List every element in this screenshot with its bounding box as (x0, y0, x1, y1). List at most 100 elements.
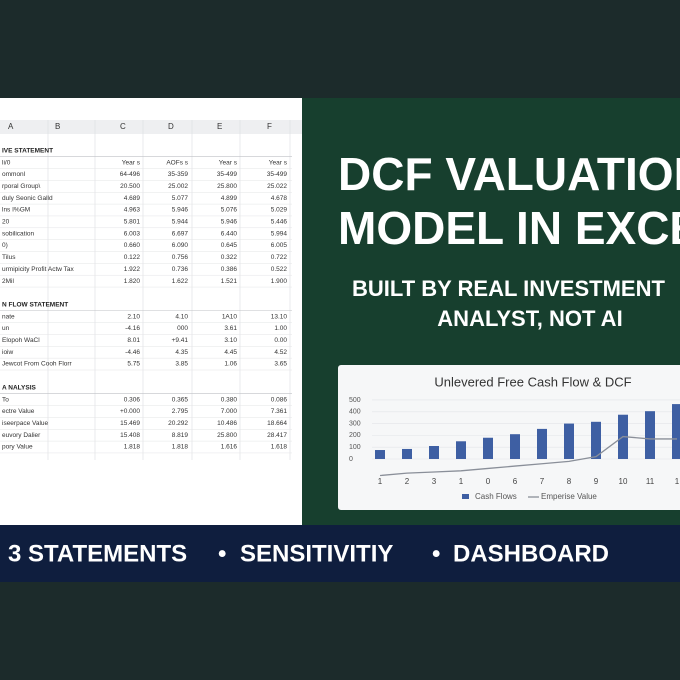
cell: 0.086 (271, 396, 288, 403)
cell: 25.022 (267, 183, 287, 190)
cell: 35-359 (168, 171, 189, 178)
x-tick-label: 10 (619, 477, 628, 486)
headline: MODEL IN EXCEL (338, 202, 680, 254)
cell: 4.678 (271, 195, 288, 202)
cell: 4.899 (221, 195, 238, 202)
cell: +9.41 (172, 337, 189, 344)
cell: 0.386 (221, 266, 238, 273)
cell: 64-496 (120, 171, 141, 178)
y-tick-label: 200 (349, 432, 361, 439)
cell: 3.65 (274, 361, 287, 368)
cell: 4.52 (274, 349, 287, 356)
cell: 5.446 (271, 219, 288, 226)
section-title: A NALYSIS (2, 384, 36, 391)
cell: 6.005 (271, 242, 288, 249)
row-label: 0) (2, 242, 8, 249)
y-tick-label: 0 (349, 456, 353, 463)
banner-item: SENSITIVITIY (240, 540, 393, 567)
bar (645, 411, 655, 459)
bar (429, 446, 439, 459)
bar (672, 404, 680, 459)
sheet-header (0, 120, 302, 134)
cell: 35-499 (217, 171, 238, 178)
cell: 13.10 (271, 313, 288, 320)
cell: 3.61 (224, 325, 237, 332)
banner (0, 525, 680, 582)
cell: 35-499 (267, 171, 288, 178)
cell: 7.361 (271, 408, 288, 415)
y-tick-label: 400 (349, 409, 361, 416)
cell: 0.522 (271, 266, 288, 273)
cell: Year s (269, 159, 288, 166)
cell: 0.645 (221, 242, 238, 249)
y-tick-label: 100 (349, 444, 361, 451)
x-tick-label: 1 (459, 477, 464, 486)
row-label: Jewcot From Cooh Florr (2, 361, 73, 368)
row-label: rporal Group\ (2, 183, 40, 190)
row-label: Tilus (2, 254, 16, 261)
banner-item: • (218, 540, 226, 567)
cell: 1.00 (274, 325, 287, 332)
cell: 5.076 (221, 207, 238, 214)
row-label: To (2, 396, 9, 403)
section-title: N FLOW STATEMENT (2, 301, 68, 308)
cell: 6.003 (124, 230, 141, 237)
cell: 25.800 (217, 183, 237, 190)
cell: 0.322 (221, 254, 238, 261)
cell: 1.618 (271, 444, 288, 451)
bar (510, 434, 520, 459)
cell: 1.622 (172, 278, 189, 285)
column-header: D (168, 122, 174, 131)
cell: 28.417 (267, 432, 287, 439)
cell: 6.090 (172, 242, 189, 249)
cell: 4.689 (124, 195, 141, 202)
cell: 10.486 (217, 420, 237, 427)
row-label: euvory Dalier (2, 432, 41, 439)
headline: DCF VALUATION (338, 148, 680, 200)
cell: 3.10 (224, 337, 237, 344)
x-tick-label: 6 (513, 477, 518, 486)
cell: 5.801 (124, 219, 141, 226)
cell: 8.819 (172, 432, 189, 439)
cell: 0.00 (274, 337, 287, 344)
cell: 5.946 (172, 207, 189, 214)
bar (402, 448, 412, 459)
cell: 1A10 (222, 313, 238, 320)
cell: 1.922 (124, 266, 141, 273)
line (379, 435, 677, 477)
row-label: pory Value (2, 444, 33, 451)
cell: 5.029 (271, 207, 288, 214)
row-label: duly Seonic Galld (2, 195, 53, 202)
cell: 4.35 (175, 349, 188, 356)
row-label: li/0 (2, 159, 11, 166)
cell: 000 (177, 325, 188, 332)
banner-item: DASHBOARD (453, 540, 609, 567)
cell: 5.944 (172, 219, 189, 226)
bar (456, 441, 466, 459)
cell: 15.408 (120, 432, 140, 439)
cell: 0.380 (221, 396, 238, 403)
cell: 1.900 (271, 278, 288, 285)
row-label: Elopoh WaCl (2, 337, 40, 344)
chart-title: Unlevered Free Cash Flow & DCF (434, 374, 631, 389)
cell: 0.736 (172, 266, 189, 273)
x-tick-label: 7 (540, 477, 545, 486)
cell: 20.292 (168, 420, 188, 427)
cell: 6.440 (221, 230, 238, 237)
y-tick-label: 500 (349, 397, 361, 404)
cell: 0.722 (271, 254, 288, 261)
cell: 1.818 (124, 444, 141, 451)
row-label: sobilication (2, 230, 35, 237)
cell: -4.46 (125, 349, 140, 356)
cell: 0.365 (172, 396, 189, 403)
cell: 7.000 (221, 408, 238, 415)
x-tick-label: 1 (378, 477, 383, 486)
x-tick-label: 1 (675, 477, 680, 486)
column-header: A (8, 122, 14, 131)
cell: 5.994 (271, 230, 288, 237)
chart-card (338, 365, 680, 510)
bar (375, 450, 385, 459)
bar (483, 437, 493, 459)
